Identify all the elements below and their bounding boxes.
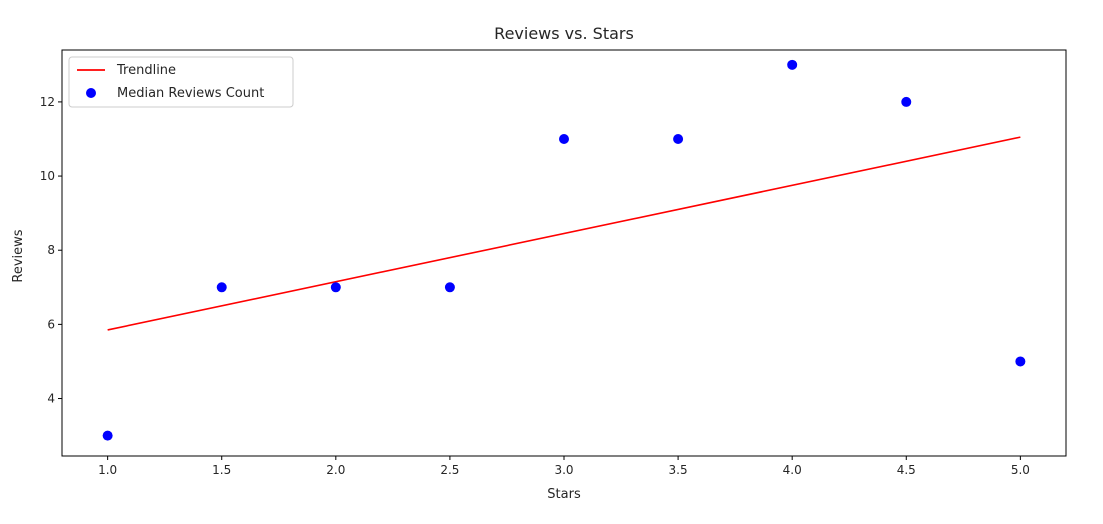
chart-title: Reviews vs. Stars [494, 24, 634, 43]
y-tick-label: 8 [47, 243, 55, 257]
plot-frame [61, 49, 1067, 457]
legend-label: Trendline [116, 63, 176, 78]
trendline [107, 136, 1021, 331]
scatter-point [330, 282, 341, 293]
x-tick-label: 3.5 [669, 463, 688, 477]
y-tick-label: 6 [47, 317, 55, 331]
legend-box [68, 56, 294, 108]
scatter-point [673, 133, 684, 144]
scatter-point [901, 96, 912, 107]
scatter-point [216, 282, 227, 293]
x-tick-label: 1.5 [212, 463, 231, 477]
y-tick-label: 12 [40, 95, 55, 109]
x-tick-label: 2.5 [440, 463, 459, 477]
scatter-point [1015, 356, 1026, 367]
legend-label: Median Reviews Count [117, 86, 264, 101]
x-tick-label: 2.0 [326, 463, 345, 477]
x-axis-label: Stars [547, 487, 581, 502]
scatter-point [559, 133, 569, 144]
legend: Trendline Median Reviews Count [68, 56, 294, 108]
x-tick-label: 4.0 [783, 463, 802, 477]
scatter-point [444, 282, 455, 293]
y-tick-label: 10 [40, 169, 55, 183]
x-tick-label: 1.0 [98, 463, 117, 477]
scatter-point [787, 59, 798, 70]
x-tick-label: 3.0 [554, 463, 573, 477]
legend-swatch-points [86, 88, 96, 98]
x-tick-label: 4.5 [897, 463, 916, 477]
y-tick-label: 4 [47, 392, 55, 406]
y-axis-label: Reviews [11, 229, 26, 282]
x-tick-label: 5.0 [1011, 463, 1030, 477]
scatter-point [102, 430, 113, 441]
plot-area: 1.0 1.5 2.0 2.5 3.0 3.5 4.0 4.5 5.0 4 6 8 10 12 [40, 49, 1067, 477]
